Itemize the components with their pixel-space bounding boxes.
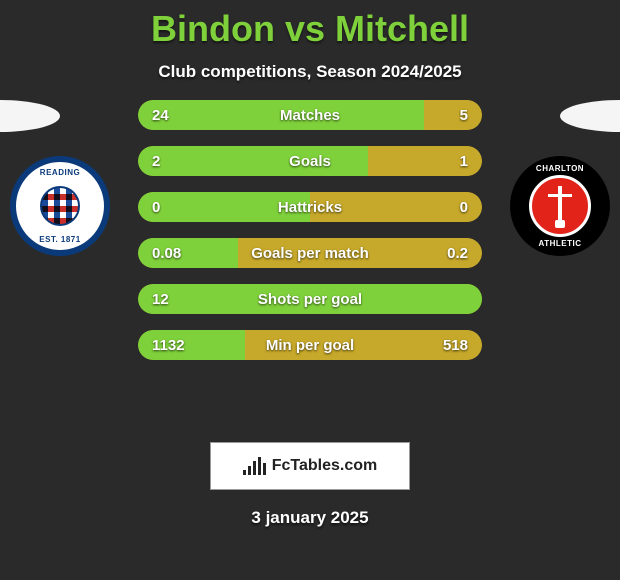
subtitle: Club competitions, Season 2024/2025 <box>0 62 620 82</box>
stat-label: Hattricks <box>138 199 482 216</box>
crest-text: EST. 1871 <box>39 235 80 244</box>
stat-bar-row: 1132Min per goal518 <box>138 330 482 360</box>
reading-crest: READING EST. 1871 <box>10 156 110 256</box>
stat-bar-row: 0Hattricks0 <box>138 192 482 222</box>
stat-value-right: 518 <box>443 337 468 354</box>
brand-text: FcTables.com <box>272 457 378 475</box>
stat-label: Goals <box>138 153 482 170</box>
stat-bar-row: 2Goals1 <box>138 146 482 176</box>
stat-bar-row: 12Shots per goal <box>138 284 482 314</box>
brand-logo-icon <box>243 457 266 475</box>
stat-bar-row: 0.08Goals per match0.2 <box>138 238 482 268</box>
ellipse-right <box>560 100 620 132</box>
sword-icon <box>558 186 562 226</box>
crest-right: CHARLTON ATHLETIC <box>510 156 610 256</box>
crest-text: CHARLTON <box>536 164 584 173</box>
charlton-crest: CHARLTON ATHLETIC <box>510 156 610 256</box>
stat-value-right: 0 <box>460 199 468 216</box>
stat-label: Matches <box>138 107 482 124</box>
crest-left: READING EST. 1871 <box>10 156 110 256</box>
footer-date: 3 january 2025 <box>0 508 620 528</box>
title-player-left: Bindon <box>151 8 275 49</box>
brand-box: FcTables.com <box>210 442 410 490</box>
stat-value-right: 0.2 <box>447 245 468 262</box>
ellipse-left <box>0 100 60 132</box>
reading-ball-icon <box>40 186 80 226</box>
title-player-right: Mitchell <box>335 8 469 49</box>
stat-bars: 24Matches5 2Goals1 0Hattricks0 0.08Goals pe… <box>138 100 482 376</box>
stat-value-right: 5 <box>460 107 468 124</box>
stat-bar-row: 24Matches5 <box>138 100 482 130</box>
charlton-inner-icon <box>529 175 591 237</box>
crest-text: READING <box>40 168 80 177</box>
stat-value-right: 1 <box>460 153 468 170</box>
stat-label: Min per goal <box>138 337 482 354</box>
page-title: Bindon vs Mitchell <box>0 0 620 50</box>
title-vs: vs <box>285 8 325 49</box>
stat-label: Shots per goal <box>138 291 482 308</box>
stat-label: Goals per match <box>138 245 482 262</box>
crest-text: ATHLETIC <box>539 239 582 248</box>
comparison-stage: READING EST. 1871 CHARLTON ATHLETIC 24Ma… <box>0 100 620 440</box>
